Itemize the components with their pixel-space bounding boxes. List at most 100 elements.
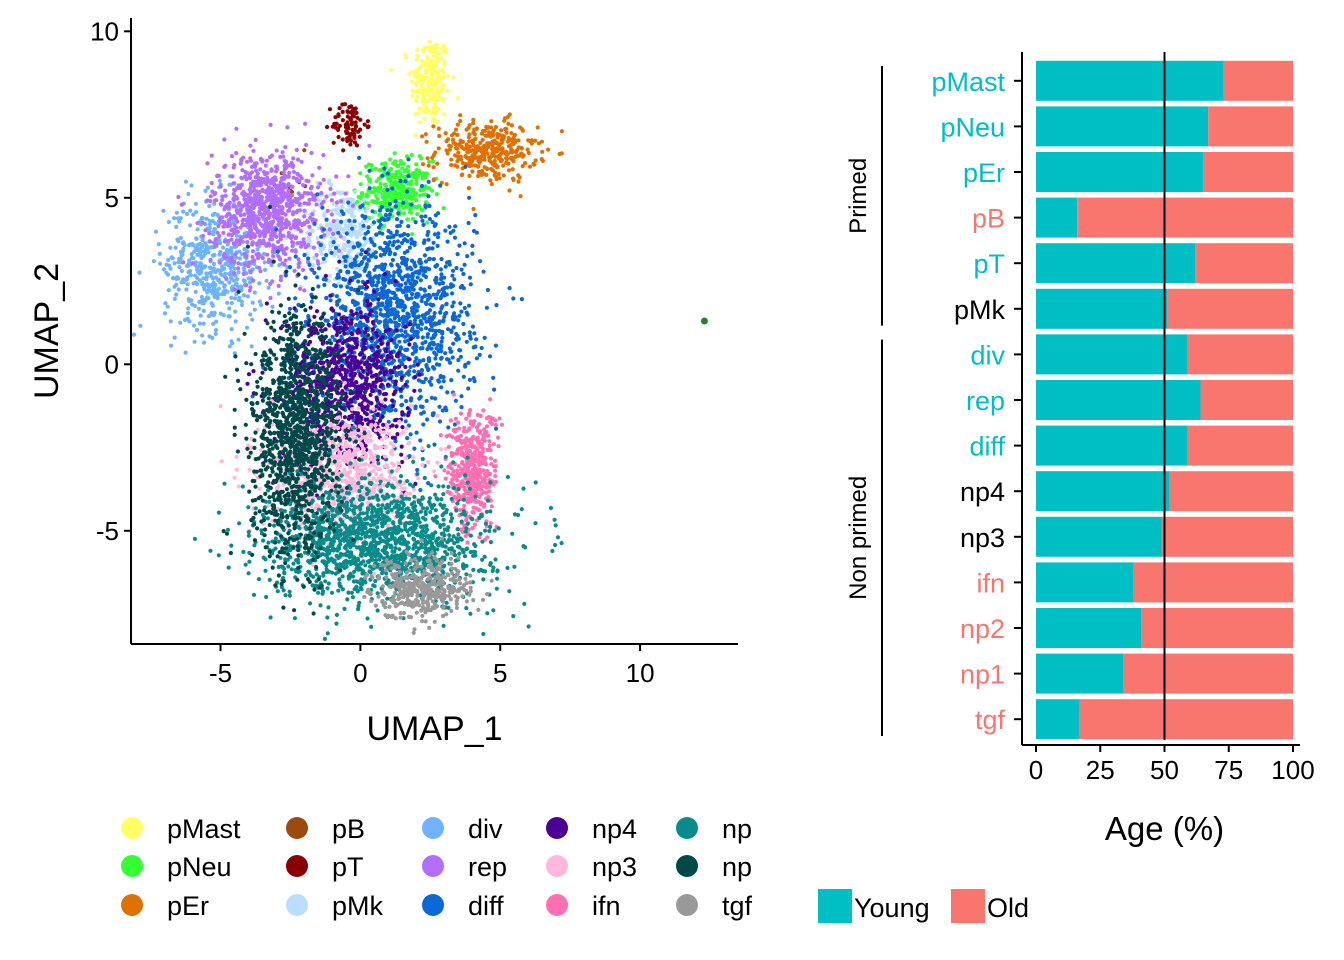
point — [368, 236, 373, 242]
point — [525, 147, 530, 152]
point — [321, 177, 326, 182]
point — [421, 358, 426, 363]
point — [379, 355, 384, 360]
point — [344, 231, 349, 236]
point — [453, 127, 459, 132]
point — [287, 265, 293, 270]
point — [429, 188, 434, 193]
point — [405, 436, 410, 441]
point — [484, 305, 489, 310]
point — [415, 48, 420, 53]
point — [212, 310, 217, 315]
point — [197, 271, 202, 276]
point — [403, 260, 408, 265]
point — [314, 309, 320, 314]
point — [302, 252, 307, 258]
point — [335, 275, 340, 280]
point — [419, 183, 425, 189]
point — [371, 199, 376, 204]
point — [204, 283, 209, 288]
point — [415, 304, 420, 309]
point — [441, 74, 446, 79]
point — [414, 430, 419, 435]
point — [462, 262, 467, 267]
point — [405, 296, 410, 301]
point — [195, 220, 200, 226]
point — [442, 112, 447, 117]
point — [426, 39, 432, 44]
point — [241, 266, 246, 271]
point — [343, 264, 348, 269]
point — [378, 370, 383, 375]
point — [260, 370, 265, 375]
point — [279, 182, 284, 188]
point — [426, 367, 431, 372]
point — [499, 128, 504, 133]
point — [276, 254, 281, 259]
point — [442, 314, 447, 319]
point — [426, 310, 431, 315]
point — [358, 225, 363, 230]
point — [366, 225, 371, 230]
point — [283, 273, 288, 278]
point — [265, 178, 270, 183]
point — [342, 235, 347, 240]
point — [216, 286, 221, 291]
point — [535, 125, 540, 130]
point — [377, 168, 382, 173]
point — [423, 293, 429, 298]
point — [299, 159, 304, 164]
point — [343, 102, 348, 107]
point — [399, 444, 404, 449]
point — [463, 364, 468, 369]
point — [408, 281, 413, 286]
point — [401, 205, 406, 210]
point — [437, 328, 442, 333]
point — [473, 213, 478, 218]
point — [280, 226, 285, 231]
point — [365, 119, 370, 124]
point — [232, 266, 237, 271]
point — [403, 179, 408, 184]
point — [383, 213, 389, 218]
point — [362, 268, 367, 273]
point — [293, 249, 298, 254]
point — [518, 125, 523, 130]
point — [410, 327, 415, 332]
point — [491, 375, 496, 380]
point — [408, 364, 413, 370]
point — [283, 212, 288, 217]
point — [174, 292, 179, 297]
point — [222, 137, 227, 142]
point — [379, 286, 384, 291]
point — [376, 359, 381, 364]
point — [444, 182, 449, 187]
point — [350, 209, 355, 214]
point — [385, 171, 390, 176]
point — [374, 193, 379, 198]
point — [380, 162, 385, 167]
point — [383, 161, 388, 166]
point — [388, 376, 393, 381]
point — [382, 272, 387, 277]
point — [420, 108, 425, 113]
point — [409, 210, 414, 215]
point — [277, 204, 282, 209]
point — [390, 186, 395, 191]
point — [414, 71, 419, 76]
point — [207, 239, 213, 244]
point — [459, 267, 464, 272]
point — [466, 386, 471, 391]
point — [370, 215, 375, 220]
point — [380, 216, 386, 221]
point — [454, 146, 459, 151]
point — [302, 214, 307, 219]
point — [433, 264, 439, 269]
point — [280, 177, 285, 182]
point — [353, 364, 358, 369]
point — [394, 300, 400, 305]
point — [315, 185, 321, 190]
point — [396, 211, 401, 216]
point — [404, 399, 409, 404]
point — [485, 141, 490, 146]
